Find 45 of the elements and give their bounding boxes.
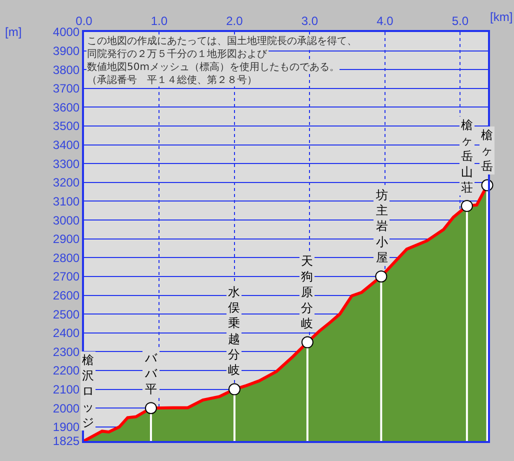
y-tick-label: 3200 <box>52 176 80 190</box>
annotation: 水俣乗越分岐 <box>228 285 240 377</box>
y-tick-label: 1825 <box>52 434 80 448</box>
x-tick-label: 4.0 <box>376 14 394 28</box>
annotation: （承認番号 平１４総使、第２８号） <box>87 74 257 86</box>
y-tick-label: 2600 <box>52 288 80 302</box>
annotation: 槍沢ロッジ <box>82 353 94 430</box>
y-tick-label: 2000 <box>52 401 80 416</box>
y-tick-label: 3300 <box>52 156 80 171</box>
annotation: この地図の作成にあたっては、国土地理院長の承認を得て、 <box>87 35 357 47</box>
annotation: 数値地図50mメッシュ（標高）を使用したものである。 <box>87 61 340 73</box>
annotation: 槍ヶ岳山荘 <box>461 118 473 194</box>
point <box>460 200 473 212</box>
annotation: 槍ヶ岳 <box>481 128 493 174</box>
point <box>144 402 157 414</box>
annotation: 同院発行の２万５千分の１地形図および <box>87 48 268 60</box>
y-axis-title: [m] <box>5 25 22 39</box>
y-tick-label: 2300 <box>52 344 80 359</box>
y-tick-label: 2500 <box>52 307 80 322</box>
annotation: 坊主岩小屋 <box>375 188 388 264</box>
x-tick-label: 2.0 <box>226 14 244 28</box>
y-tick-label: 1900 <box>52 420 80 434</box>
y-tick-label: 3100 <box>52 194 80 208</box>
y-tick-label: 3000 <box>52 213 80 228</box>
y-tick-label: 2800 <box>52 250 80 265</box>
y-tick-label: 2700 <box>52 270 80 284</box>
y-tick-label: 2400 <box>52 326 80 340</box>
x-tick-label: 3.0 <box>301 14 318 28</box>
y-tick-label: 3800 <box>52 62 80 77</box>
y-tick-label: 3700 <box>52 82 80 96</box>
y-tick-label: 3400 <box>52 138 80 152</box>
y-tick-label: 2100 <box>52 382 80 396</box>
x-tick-label: 1.0 <box>150 14 168 28</box>
y-tick-label: 2900 <box>52 232 80 246</box>
x-tick-label: 5.0 <box>452 14 469 28</box>
y-tick-label: 3600 <box>52 100 80 114</box>
annotation: 天狗原分岐 <box>301 254 313 330</box>
point <box>375 270 388 282</box>
y-tick-label: 2200 <box>52 364 80 378</box>
x-axis-title: [km] <box>490 10 513 24</box>
point <box>228 383 240 396</box>
y-tick-label: 3500 <box>52 119 80 134</box>
annotation: ババ平 <box>144 351 158 396</box>
y-tick-label: 3900 <box>52 44 80 58</box>
point <box>301 336 314 348</box>
